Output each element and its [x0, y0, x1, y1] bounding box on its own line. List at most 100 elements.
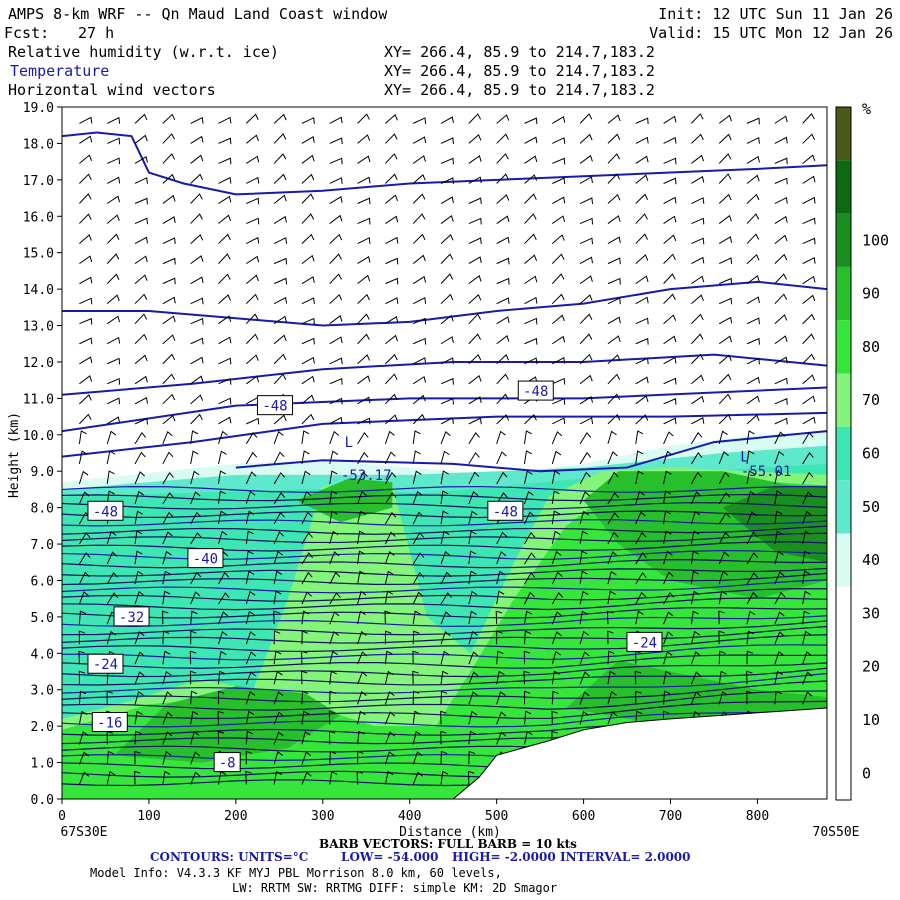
wind-barb-207	[245, 710, 255, 725]
wind-barb-101	[134, 113, 148, 124]
wind-barb-673	[607, 236, 621, 245]
plot-area: -48-48-48 -48-40-32-24-24-16-8L-53.17L-55…	[61, 106, 828, 800]
wind-barb-721	[663, 631, 674, 645]
wind-barb-701	[635, 357, 649, 365]
wind-barb-525	[496, 471, 508, 485]
wind-barb-393	[385, 393, 398, 405]
wind-barb-118	[162, 451, 174, 465]
wind-barb-306	[329, 770, 338, 785]
wind-barb-553	[524, 591, 535, 605]
wind-barb-688	[635, 610, 644, 625]
wind-barb-428	[412, 375, 427, 385]
wind-barb-336	[329, 177, 343, 184]
forecast-label: Fcst:	[4, 24, 49, 42]
wind-barb-560	[523, 450, 532, 465]
wind-barb-864	[774, 490, 783, 505]
isotherm-lower-19	[62, 634, 827, 653]
wind-barb-261	[273, 315, 287, 325]
wind-barb-720	[663, 650, 673, 665]
wind-barb-247	[273, 590, 282, 605]
wind-barb-703	[635, 317, 649, 325]
wind-barb-812	[718, 173, 732, 184]
wind-barb-888	[802, 691, 813, 705]
wind-barb-130	[162, 216, 176, 224]
wind-barb-282	[301, 571, 313, 585]
wind-barb-375	[384, 751, 395, 765]
wind-barb-780	[691, 133, 704, 144]
wind-barb-599	[552, 357, 566, 365]
wind-barb-125	[162, 315, 176, 325]
wind-barb-292	[301, 375, 315, 385]
colorbar-frame	[835, 106, 852, 801]
wind-barb-174	[217, 690, 225, 705]
extremum-label-0: L	[345, 435, 353, 451]
wind-barb-610	[552, 137, 566, 144]
field-name-wind: Horizontal wind vectors	[8, 81, 216, 99]
colorbar-tick-8: 80	[862, 338, 880, 356]
wind-barb-496	[468, 374, 482, 385]
wind-barb-684	[635, 690, 642, 705]
wind-barb-848	[746, 136, 760, 144]
isotherm-lower-24	[62, 672, 827, 694]
wind-barb-691	[635, 552, 647, 565]
wind-barb-770	[691, 333, 704, 345]
wind-barb-446	[440, 690, 448, 705]
wind-barb-608	[552, 177, 566, 185]
wind-barb-27	[79, 234, 92, 244]
wind-barb-167	[190, 154, 204, 164]
wind-barb-659	[607, 512, 619, 525]
wind-barb-802	[718, 373, 732, 385]
wind-barb-50	[106, 450, 116, 465]
x-start-location: 67S30E	[61, 825, 108, 840]
wind-barb-289	[301, 430, 310, 444]
wind-barb-95	[134, 236, 148, 245]
wind-barb-786	[718, 690, 728, 705]
wind-barb-537	[496, 236, 510, 245]
y-tick-label-15: 15.0	[23, 247, 54, 262]
wind-barb-176	[217, 650, 227, 665]
wind-barb-736	[663, 335, 677, 345]
wind-barb-892	[802, 610, 810, 625]
wind-barb-883	[774, 115, 788, 124]
wind-barb-54	[107, 377, 121, 385]
contour-label-box-9	[213, 752, 241, 773]
wind-barb-14	[78, 491, 90, 505]
wind-barb-238	[273, 770, 282, 785]
wind-barb-426	[412, 413, 426, 425]
wind-barb-404	[385, 173, 398, 184]
wind-barb-790	[718, 610, 725, 625]
wind-barb-399	[385, 277, 399, 285]
wind-barb-439	[412, 155, 426, 164]
wind-barb-650	[607, 691, 617, 705]
wind-barb-761	[690, 510, 701, 525]
wind-barb-669	[607, 316, 621, 325]
isotherm-lower-0	[62, 485, 827, 493]
wind-barb-764	[690, 452, 703, 465]
terrain-mask	[452, 707, 827, 799]
y-tick-label-12: 12.0	[23, 356, 54, 371]
wind-barb-694	[635, 490, 645, 505]
wind-barb-406	[385, 133, 398, 144]
wind-barb-843	[746, 233, 760, 244]
isotherm-upper-4	[62, 411, 827, 458]
wind-barb-220	[245, 451, 258, 465]
wind-barb-676	[607, 173, 621, 184]
wind-barb-342	[357, 730, 365, 745]
wind-barb-103	[162, 751, 172, 765]
wind-barb-652	[607, 650, 615, 665]
wind-barb-9	[78, 591, 89, 605]
wind-barb-854	[774, 690, 782, 705]
wind-barb-546	[523, 730, 533, 745]
wind-barb-1	[78, 751, 89, 765]
wind-barb-115	[162, 511, 174, 525]
wind-barb-746	[663, 136, 677, 144]
wind-barb-655	[607, 590, 616, 605]
wind-barb-529	[496, 393, 509, 405]
wind-barb-625	[579, 510, 589, 525]
wind-barb-57	[106, 315, 121, 325]
wind-barb-713	[635, 117, 649, 125]
wind-barb-324	[329, 416, 343, 425]
wind-barb-797	[718, 471, 730, 485]
wind-barb-192	[218, 336, 232, 345]
wind-barb-290	[301, 413, 315, 425]
